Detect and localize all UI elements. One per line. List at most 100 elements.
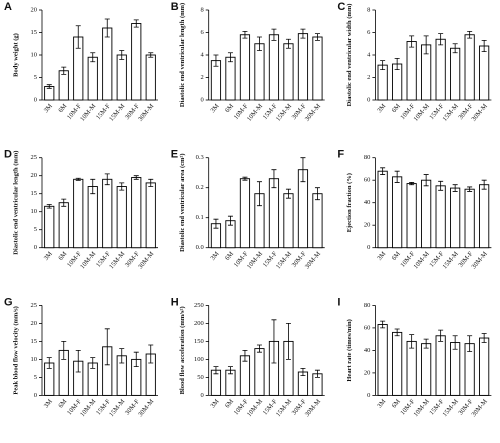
x-tick-label: 3M [376, 250, 387, 262]
x-tick-label: 3M [43, 103, 54, 115]
bar [44, 205, 55, 249]
y-tick-label: 20 [364, 222, 371, 229]
error-bar [314, 33, 320, 41]
bar [145, 182, 156, 249]
y-tick-label: 15 [31, 29, 38, 36]
y-axis-label: Diastolic end ventricular width (mm) [346, 4, 353, 107]
x-tick-label: 10M-M [412, 398, 431, 418]
y-tick-label: 0.1 [196, 214, 204, 221]
y-tick-label: 15 [31, 190, 38, 197]
error-bar [213, 54, 219, 67]
error-bar [61, 66, 67, 75]
y-tick-label: 15 [31, 338, 38, 345]
x-tick-label: 15M-M [275, 398, 294, 418]
x-tick-label: 10M-M [246, 103, 265, 123]
y-tick-label: 150 [194, 338, 204, 345]
error-bar [438, 329, 444, 342]
error-bar [227, 366, 233, 375]
bar [145, 54, 156, 101]
bar [58, 70, 69, 101]
bar [479, 184, 490, 249]
x-tick-label: 6M [57, 398, 68, 410]
x-tick-label: 10M-M [79, 103, 98, 123]
panel-letter: B [171, 1, 179, 13]
error-bar [90, 52, 96, 63]
error-bar [242, 176, 248, 181]
bar [450, 187, 461, 249]
error-bar [423, 35, 429, 55]
bar [377, 64, 388, 101]
x-tick-label: 30M-M [470, 250, 489, 270]
error-bar [148, 178, 154, 187]
error-bar [75, 177, 81, 181]
x-tick-label: 30M-M [304, 103, 323, 123]
bar [392, 176, 403, 249]
error-bar [438, 180, 444, 191]
bar [116, 54, 127, 101]
x-tick-label: 10M-M [79, 398, 98, 418]
bar [283, 193, 294, 249]
bar [268, 178, 280, 249]
error-bar [380, 167, 386, 175]
y-tick-label: 0 [34, 392, 37, 399]
y-axis-label: Diastolic end ventricular area (cm²) [179, 153, 186, 251]
bar [254, 43, 265, 101]
error-bar [256, 36, 262, 51]
bar [58, 202, 69, 249]
x-tick-label: 15M-M [441, 398, 460, 418]
x-tick-label: 6M [57, 103, 68, 115]
error-bar [104, 173, 110, 186]
bar [297, 33, 309, 101]
bar [239, 34, 251, 101]
bar [131, 23, 142, 101]
x-tick-label: 30M-M [304, 250, 323, 270]
y-tick-label: 0 [34, 96, 37, 103]
y-tick-label: 100 [194, 356, 204, 363]
error-bar [90, 357, 96, 369]
error-bar [285, 188, 291, 199]
error-bar [423, 174, 429, 187]
bar [450, 47, 461, 101]
x-tick-label: 6M [391, 103, 402, 115]
x-tick-label: 10M-M [246, 398, 265, 418]
y-tick-label: 8 [200, 6, 203, 13]
x-tick-label: 15M-M [108, 250, 127, 270]
y-tick-label: 0.3 [196, 154, 204, 161]
y-tick-label: 0.0 [196, 244, 204, 251]
y-tick-label: 40 [364, 347, 371, 354]
error-bar [452, 43, 458, 54]
x-tick-label: 3M [43, 398, 54, 410]
error-bar [242, 349, 248, 362]
bar [102, 178, 113, 249]
bar [421, 179, 432, 249]
x-tick-label: 15M-M [441, 103, 460, 123]
y-tick-label: 6 [367, 29, 371, 36]
y-tick-label: 5 [34, 226, 37, 233]
y-tick-label: 4 [367, 51, 371, 58]
y-axis-label: Ejection fraction (%) [346, 173, 353, 232]
y-axis-label: Diastolic end ventricular length (mm) [179, 3, 186, 107]
error-bar [256, 181, 262, 207]
x-tick-label: 10M-M [412, 103, 431, 123]
error-bar [285, 322, 291, 360]
error-bar [300, 28, 306, 39]
x-tick-label: 30M-M [470, 103, 489, 123]
y-axis-label: Body weight (g) [12, 33, 19, 77]
y-tick-label: 0.2 [196, 184, 204, 191]
bar [377, 170, 388, 249]
y-tick-label: 4 [200, 51, 204, 58]
y-tick-label: 80 [364, 154, 371, 161]
bar [435, 335, 446, 396]
bar [406, 340, 417, 396]
error-bar [394, 170, 400, 183]
y-tick-label: 40 [364, 199, 371, 206]
x-tick-label: 3M [209, 103, 220, 115]
y-tick-label: 5 [34, 74, 37, 81]
bar [464, 34, 475, 101]
bar [435, 185, 446, 249]
panel-letter: I [337, 296, 340, 308]
bar [131, 177, 142, 249]
error-bar [481, 39, 487, 53]
x-tick-label: 3M [376, 398, 387, 410]
